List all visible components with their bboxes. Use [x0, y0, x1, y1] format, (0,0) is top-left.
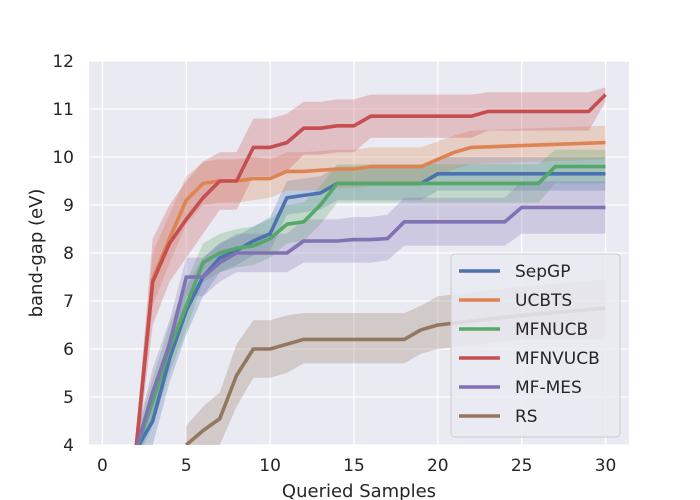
legend-label-rs: RS [515, 407, 538, 427]
y-tick-label: 4 [63, 436, 74, 456]
mf-mes-line [135, 205, 606, 445]
ucbts-band [135, 125, 606, 445]
y-axis-label: band-gap (eV) [26, 189, 47, 318]
legend-label-mfnvucb: MFNVUCB [515, 349, 600, 369]
y-tick-label: 5 [63, 388, 74, 408]
rs-line [185, 306, 606, 445]
mfnvucb-line [134, 93, 607, 445]
legend-label-mf-mes: MF-MES [515, 378, 582, 398]
y-tick-label: 6 [63, 340, 74, 360]
x-tick-label: 0 [97, 456, 108, 476]
legend: SepGP UCBTS MFNUCB MFNVUCB MF-MES RS [450, 253, 621, 438]
mfnvucb-band [135, 87, 606, 445]
x-tick-labels: 0 5 10 15 20 25 30 [97, 456, 616, 476]
legend-label-ucbts: UCBTS [515, 291, 572, 311]
x-tick-label: 5 [181, 456, 192, 476]
y-tick-label: 8 [63, 244, 74, 264]
y-tick-label: 11 [52, 100, 74, 120]
x-tick-label: 30 [595, 456, 617, 476]
y-tick-label: 9 [63, 196, 74, 216]
x-tick-label: 20 [427, 456, 449, 476]
x-tick-label: 25 [511, 456, 533, 476]
x-axis-label: Queried Samples [282, 481, 436, 500]
series-lines [134, 93, 607, 445]
mfnucb-band [135, 149, 606, 445]
sepgp-band [135, 157, 606, 445]
x-tick-label: 15 [343, 456, 365, 476]
y-tick-label: 10 [52, 148, 74, 168]
legend-label-mfnucb: MFNUCB [515, 320, 588, 340]
y-tick-labels: 4 5 6 7 8 9 10 11 12 [52, 52, 74, 456]
y-tick-label: 12 [52, 52, 74, 72]
ucbts-line [134, 140, 606, 445]
y-tick-label: 7 [63, 292, 74, 312]
legend-label-sepgp: SepGP [515, 262, 570, 282]
x-tick-label: 10 [259, 456, 281, 476]
mfnucb-line [135, 164, 606, 445]
